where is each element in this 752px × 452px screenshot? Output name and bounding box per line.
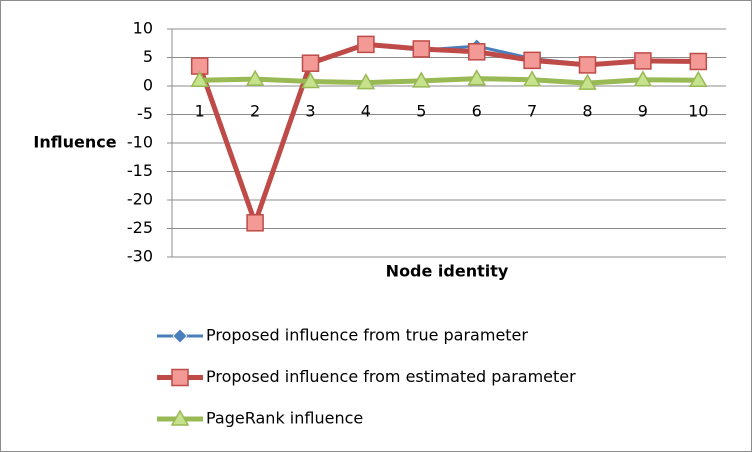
y-tick-label: 5 xyxy=(143,47,153,66)
x-tick-label: 10 xyxy=(688,102,708,121)
marker xyxy=(467,43,486,61)
legend-label: Proposed influence from true parameter xyxy=(206,326,528,345)
marker xyxy=(689,70,708,88)
y-tick-label: -15 xyxy=(127,161,153,180)
marker xyxy=(523,51,541,70)
marker xyxy=(467,69,486,86)
marker xyxy=(689,52,708,71)
x-tick-label: 5 xyxy=(416,102,426,121)
y-tick-label: -25 xyxy=(127,218,153,237)
marker xyxy=(172,328,188,344)
x-tick-label: 8 xyxy=(582,102,592,121)
x-tick-label: 2 xyxy=(250,102,260,121)
legend-label: PageRank influence xyxy=(206,409,363,428)
x-axis-title: Node identity xyxy=(386,262,509,281)
legend-label: Proposed influence from estimated parame… xyxy=(206,367,576,386)
x-tick-label: 9 xyxy=(638,102,648,121)
y-tick-label: 0 xyxy=(143,76,153,95)
marker xyxy=(412,40,431,58)
marker xyxy=(246,214,264,232)
marker xyxy=(301,54,320,72)
y-axis-title: Influence xyxy=(33,133,116,152)
marker xyxy=(356,73,376,90)
y-tick-label: -30 xyxy=(127,247,153,266)
marker xyxy=(522,70,542,87)
x-tick-label: 6 xyxy=(472,102,482,121)
marker xyxy=(171,368,189,387)
x-tick-label: 4 xyxy=(361,102,371,121)
marker xyxy=(412,71,431,88)
marker xyxy=(245,69,265,86)
marker xyxy=(170,409,190,426)
x-tick-label: 3 xyxy=(305,102,315,121)
x-tick-label: 7 xyxy=(527,102,537,121)
series-line xyxy=(197,41,699,226)
y-tick-label: 10 xyxy=(133,19,153,38)
marker xyxy=(578,56,597,74)
marker xyxy=(190,70,209,88)
x-tick-label: 1 xyxy=(195,102,205,121)
y-tick-label: -5 xyxy=(137,104,153,123)
marker xyxy=(634,52,652,70)
marker xyxy=(357,35,375,54)
marker xyxy=(578,73,597,90)
series-line xyxy=(199,76,699,86)
marker xyxy=(301,71,320,89)
y-tick-label: -20 xyxy=(127,190,153,209)
y-tick-label: -10 xyxy=(127,133,153,152)
marker xyxy=(633,70,653,87)
